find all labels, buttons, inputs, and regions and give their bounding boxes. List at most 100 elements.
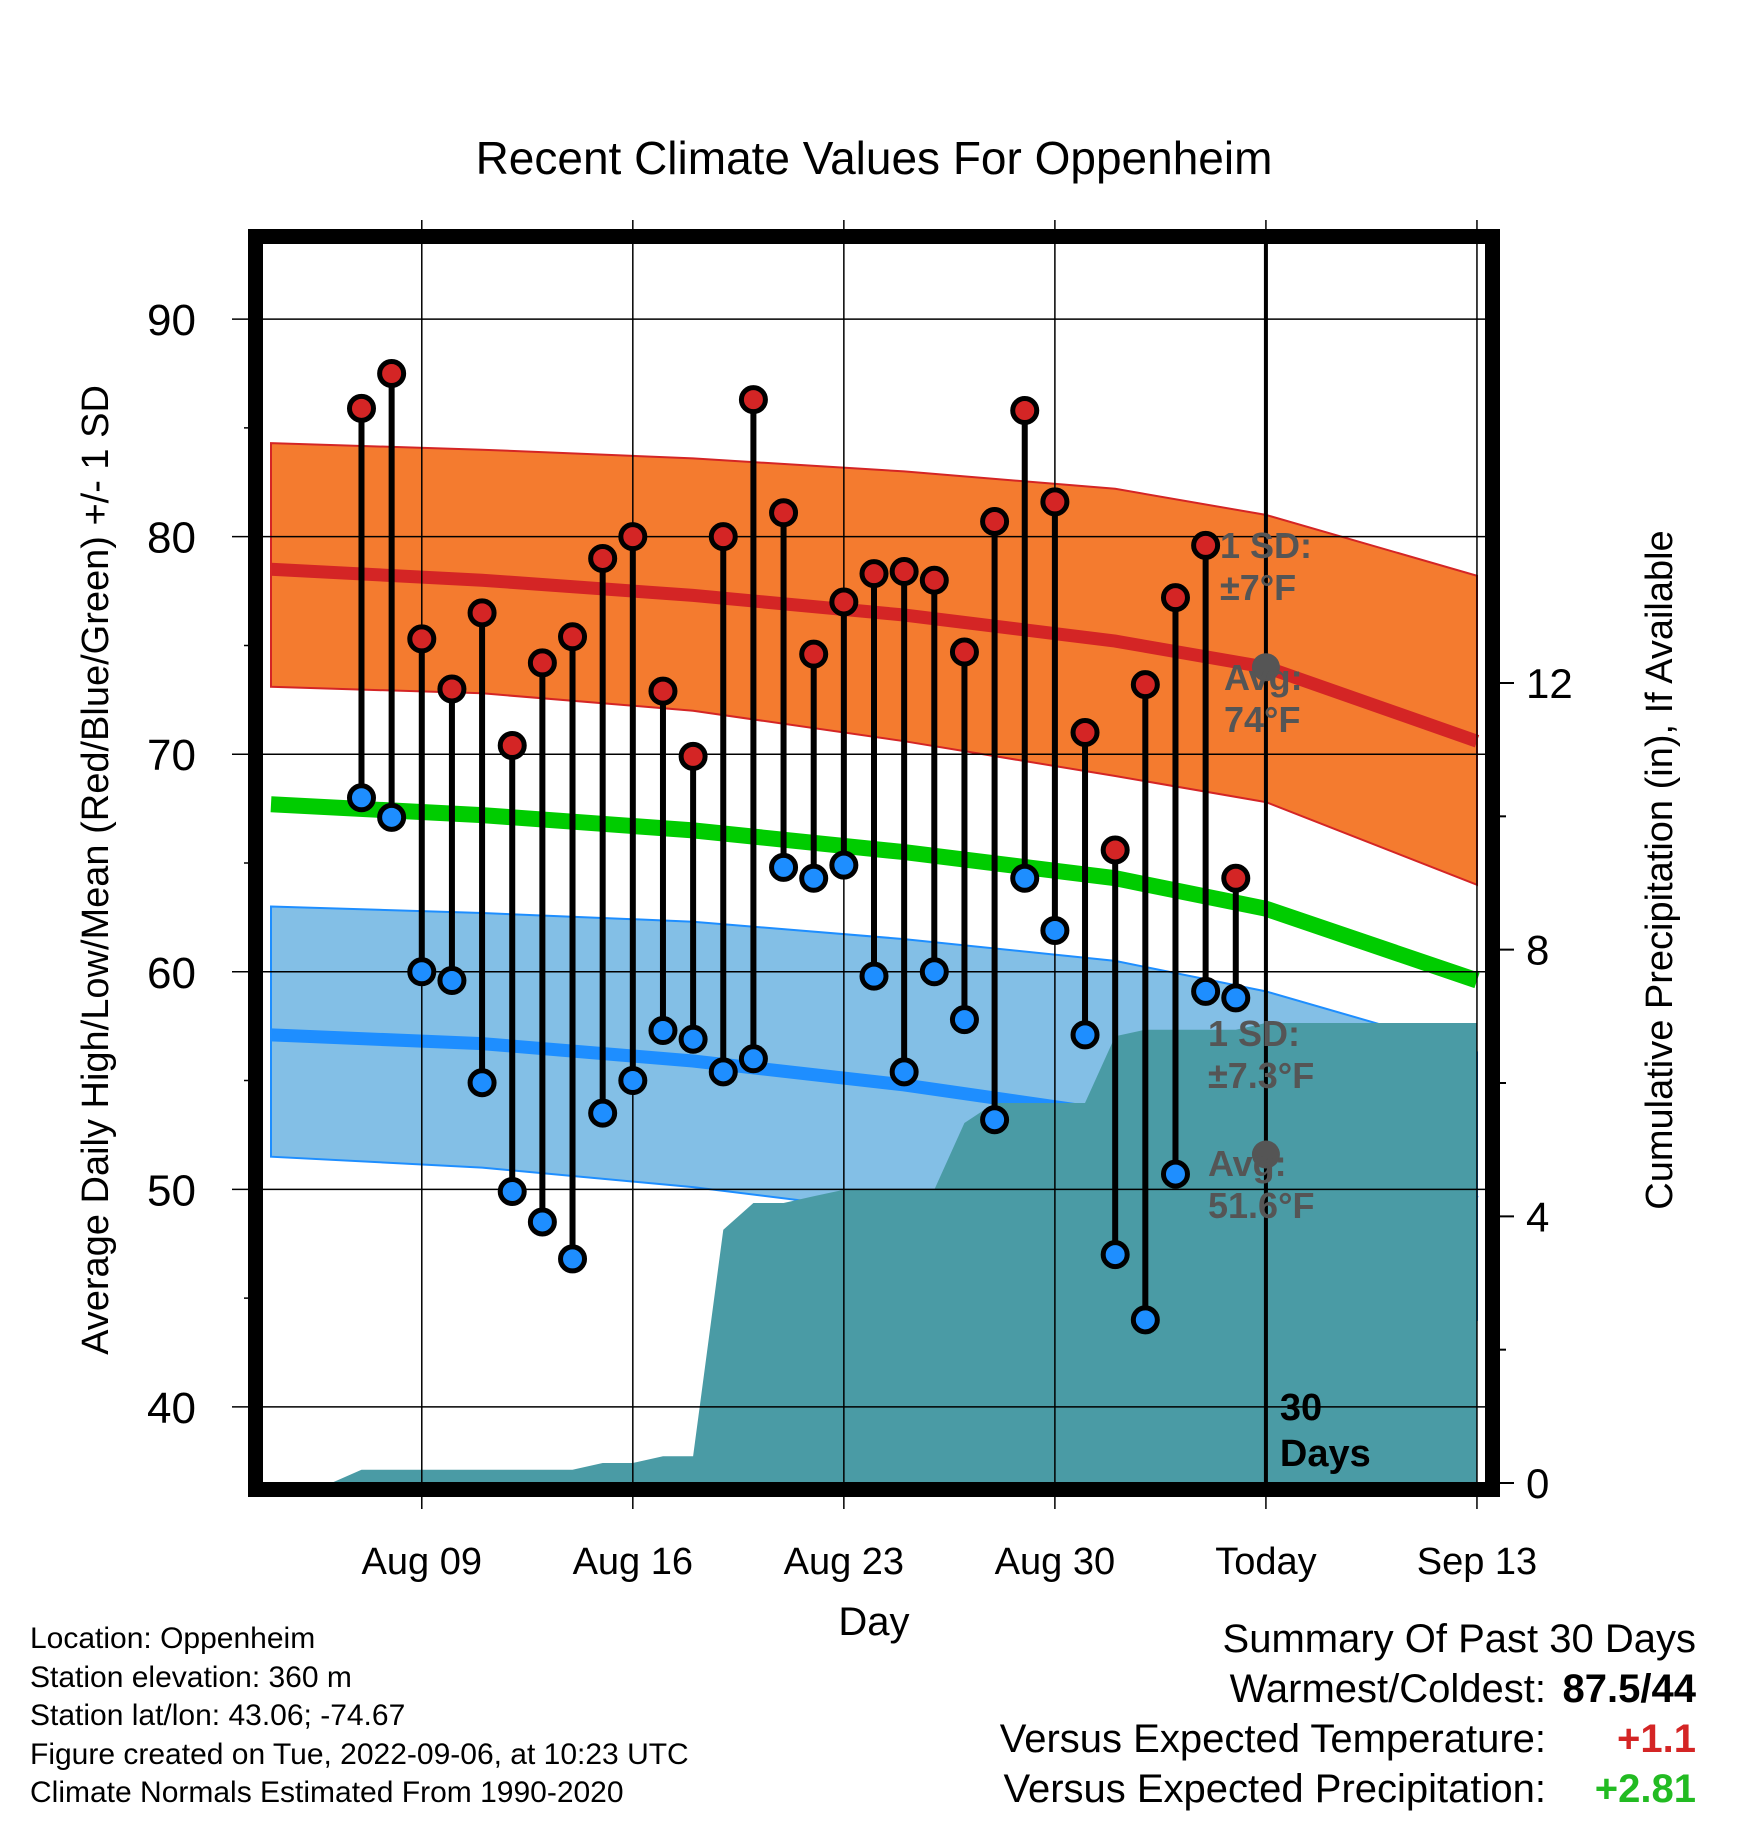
low-point-11 [678,1024,708,1054]
created-text: Figure created on Tue, 2022-09-06, at 10… [30,1737,689,1771]
high-point-14 [769,498,799,528]
y-tick-label-40: 40 [147,1384,196,1433]
high-avg-annotation-line-0: Avg: [1224,657,1303,698]
y-tick-label-80: 80 [147,514,196,563]
low-point-9 [618,1066,648,1096]
high-point-29 [1221,863,1251,893]
high-point-23 [1040,487,1070,517]
today-days-label-line-1: Days [1280,1433,1371,1475]
y-tick-label-50: 50 [147,1166,196,1215]
high-point-12 [708,522,738,552]
high-point-15 [799,639,829,669]
high-point-5 [497,731,527,761]
low-point-7 [558,1244,588,1274]
plot-frame [248,229,1500,1497]
high-point-26 [1130,670,1160,700]
today-days-label-line-0: 30 [1280,1387,1322,1429]
x-axis-label: Day [838,1600,909,1644]
high-point-27 [1160,583,1190,613]
low-avg-annotation-line-0: Avg: [1208,1143,1287,1184]
low-point-1 [377,802,407,832]
low-point-25 [1100,1240,1130,1270]
y-tick-label-90: 90 [147,296,196,345]
summary-panel: Summary Of Past 30 Days Warmest/Coldest:… [1000,1614,1696,1814]
high-point-11 [678,741,708,771]
low-point-19 [919,957,949,987]
high-point-7 [558,622,588,652]
high-sd-annotation: 1 SD: ±7°F [1220,525,1312,608]
low-point-17 [859,961,889,991]
high-point-22 [1010,396,1040,426]
low-point-21 [980,1105,1010,1135]
low-point-10 [648,1016,678,1046]
high-point-25 [1100,835,1130,865]
low-point-3 [437,965,467,995]
high-point-8 [588,543,618,573]
high-point-13 [738,385,768,415]
y-axis-label: Average Daily High/Low/Mean (Red/Blue/Gr… [75,385,117,1355]
normals-text: Climate Normals Estimated From 1990-2020 [30,1776,624,1809]
x-tick-label-4: Today [1215,1541,1316,1583]
x-tick-label-1: Aug 16 [573,1541,693,1583]
precip-value: +2.81 [1594,1767,1696,1811]
low-point-4 [467,1068,497,1098]
low-point-2 [407,957,437,987]
chart-title: Recent Climate Values For Oppenheim [476,132,1273,184]
low-point-12 [708,1057,738,1087]
warmest-row: Warmest/Coldest: 87.5/44 [1000,1664,1696,1714]
warmest-label: Warmest/Coldest: [1229,1667,1546,1711]
low-point-22 [1010,863,1040,893]
high-point-19 [919,565,949,595]
high-point-17 [859,559,889,589]
precip-row: Versus Expected Precipitation: +2.81 [1000,1764,1696,1814]
precip-label: Versus Expected Precipitation: [1003,1767,1546,1811]
high-point-28 [1191,530,1221,560]
high-point-3 [437,674,467,704]
elevation-text: Station elevation: 360 m [30,1660,352,1694]
x-tick-label-0: Aug 09 [362,1541,482,1583]
location-text: Location: Oppenheim [30,1622,316,1655]
low-point-6 [527,1207,557,1237]
x-tick-label-3: Aug 30 [995,1541,1115,1583]
high-point-16 [829,587,859,617]
y2-tick-label-4: 4 [1526,1193,1549,1240]
low-avg-annotation-line-1: 51.6°F [1208,1185,1314,1226]
y-tick-label-70: 70 [147,731,196,780]
low-point-24 [1070,1020,1100,1050]
high-avg-annotation-line-1: 74°F [1224,699,1300,740]
high-point-9 [618,522,648,552]
low-point-26 [1130,1305,1160,1335]
low-point-29 [1221,983,1251,1013]
high-point-1 [377,359,407,389]
low-point-15 [799,863,829,893]
y2-tick-label-0: 0 [1526,1460,1549,1507]
high-point-4 [467,598,497,628]
high-point-20 [949,637,979,667]
high-sd-annotation-line-1: ±7°F [1220,567,1296,608]
temp-value: +1.1 [1617,1717,1696,1761]
high-point-10 [648,676,678,706]
low-sd-annotation-line-0: 1 SD: [1208,1013,1300,1054]
today-days-label: 30 Days [1280,1387,1371,1475]
low-avg-annotation: Avg: 51.6°F [1208,1143,1314,1226]
temp-label: Versus Expected Temperature: [999,1717,1546,1761]
low-sd-annotation-line-1: ±7.3°F [1208,1055,1314,1096]
x-tick-label-5: Sep 13 [1417,1541,1537,1583]
low-point-5 [497,1176,527,1206]
low-point-16 [829,850,859,880]
summary-title: Summary Of Past 30 Days [1222,1617,1696,1661]
low-point-0 [346,783,376,813]
today-high-avg-marker [1251,653,1280,682]
low-point-23 [1040,915,1070,945]
high-point-2 [407,624,437,654]
low-point-18 [889,1057,919,1087]
y2-tick-label-12: 12 [1526,660,1573,707]
latlon-text: Station lat/lon: 43.06; -74.67 [30,1699,406,1732]
x-tick-label-2: Aug 23 [784,1541,904,1583]
high-avg-annotation: Avg: 74°F [1224,657,1303,740]
low-point-14 [769,852,799,882]
high-point-21 [980,506,1010,536]
high-point-18 [889,556,919,586]
